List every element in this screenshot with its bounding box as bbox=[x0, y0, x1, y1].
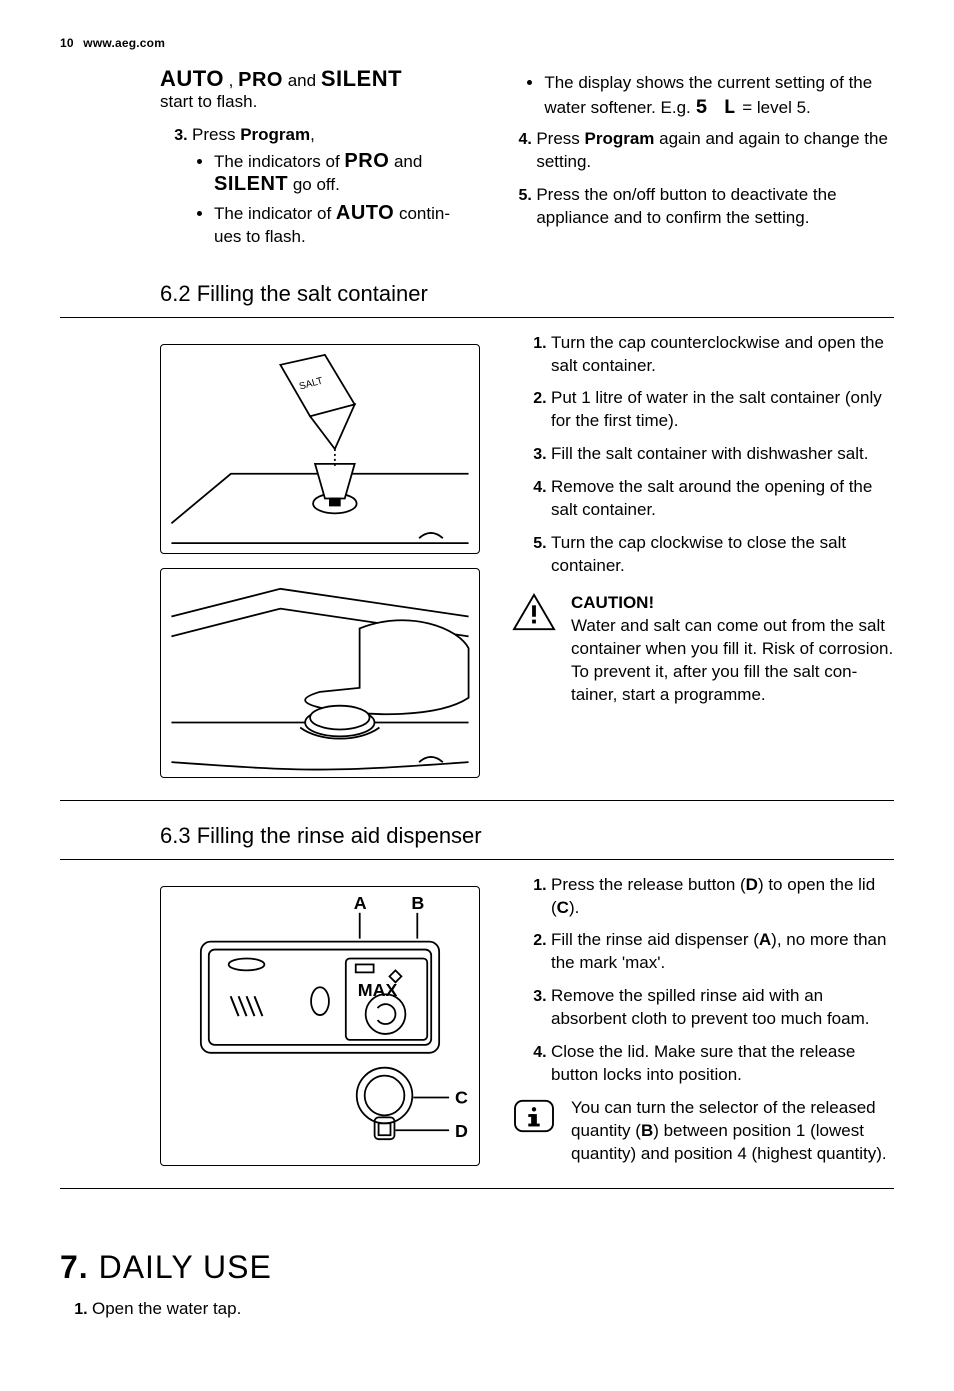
s7-title: 7. DAILY USE bbox=[60, 1249, 894, 1286]
s4b: Program bbox=[585, 129, 655, 148]
s63-end-rule bbox=[60, 1188, 894, 1189]
label-D: D bbox=[455, 1121, 468, 1141]
s62-step5: Turn the cap clockwise to close the salt… bbox=[551, 532, 894, 578]
s7-no: 7. bbox=[60, 1249, 99, 1285]
s62-step2: Put 1 litre of water in the salt con­tai… bbox=[551, 387, 894, 433]
press-program-c: , bbox=[310, 125, 315, 144]
silent-word-2: SILENT bbox=[214, 174, 288, 194]
s62-end-rule bbox=[60, 800, 894, 801]
label-B: B bbox=[411, 892, 424, 912]
top-left-col: AUTO , PRO and SILENT start to flash. Pr… bbox=[60, 68, 462, 259]
s63-2a: Fill the rinse aid dispenser ( bbox=[551, 930, 759, 949]
s62-step4: Remove the salt around the opening of th… bbox=[551, 476, 894, 522]
s7-txt: DAILY USE bbox=[99, 1249, 272, 1285]
s62-columns: SALT bbox=[60, 332, 894, 792]
s63-1e: ). bbox=[569, 898, 579, 917]
svg-text:MAX: MAX bbox=[358, 980, 398, 1000]
info-icon bbox=[511, 1097, 557, 1166]
steps-4-5: Press Program again and again to change … bbox=[496, 128, 894, 230]
caution-head: CAUTION! bbox=[571, 592, 894, 615]
s63-1b: D bbox=[746, 875, 758, 894]
pro-word-2: PRO bbox=[344, 151, 389, 171]
step-4: Press Program again and again to change … bbox=[536, 128, 894, 174]
info-b: B bbox=[641, 1121, 653, 1140]
auto-word-2: AUTO bbox=[336, 203, 394, 223]
running-header: 10 www.aeg.com bbox=[60, 36, 894, 50]
caution-body: CAUTION! Water and salt can come out fro… bbox=[571, 592, 894, 707]
s62-step1: Turn the cap counterclockwise and open t… bbox=[551, 332, 894, 378]
s62-rule bbox=[60, 317, 894, 318]
s63-columns: MAX A B bbox=[60, 874, 894, 1180]
s62-steps: Turn the cap counterclockwise and open t… bbox=[511, 332, 894, 578]
comma: , bbox=[229, 71, 234, 90]
bullet-pro-silent: The indicators of PRO and SILENT go off. bbox=[214, 151, 462, 197]
s62-step3: Fill the salt container with dishwash­er… bbox=[551, 443, 894, 466]
s63-right: Press the release button (D) to open the… bbox=[511, 874, 894, 1180]
silent-word: SILENT bbox=[321, 68, 402, 90]
s63-left: MAX A B bbox=[60, 874, 477, 1180]
step-5: Press the on/off button to deactivate th… bbox=[536, 184, 894, 230]
caution-text: Water and salt can come out from the sal… bbox=[571, 615, 894, 707]
top-right-col: The display shows the current set­ting o… bbox=[496, 68, 894, 259]
label-A: A bbox=[354, 892, 367, 912]
s63-title: 6.3 Filling the rinse aid dispenser bbox=[60, 823, 894, 849]
salt-pour-svg: SALT bbox=[161, 345, 479, 553]
page: 10 www.aeg.com AUTO , PRO and SILENT sta… bbox=[0, 0, 954, 1391]
press-program-list: Press Program, The indicators of PRO and… bbox=[160, 124, 462, 249]
s63-step1: Press the release button (D) to open the… bbox=[551, 874, 894, 920]
s62-right: Turn the cap counterclockwise and open t… bbox=[511, 332, 894, 792]
display-bullet-list: The display shows the current set­ting o… bbox=[496, 72, 894, 122]
salt-close-svg bbox=[161, 569, 479, 777]
s63-step2: Fill the rinse aid dispenser (A), no mor… bbox=[551, 929, 894, 975]
s7-list: Open the water tap. bbox=[60, 1298, 894, 1321]
seg-value: 5 L bbox=[696, 97, 738, 120]
info-block: You can turn the selector of the release… bbox=[511, 1097, 894, 1166]
display-bullet: The display shows the current set­ting o… bbox=[544, 72, 894, 122]
info-text: You can turn the selector of the release… bbox=[571, 1097, 894, 1166]
start-to-flash: start to flash. bbox=[160, 91, 462, 114]
rinse-aid-svg: MAX A B bbox=[161, 887, 479, 1165]
label-C: C bbox=[455, 1087, 468, 1107]
and-word: and bbox=[288, 71, 316, 90]
press-program-bullets: The indicators of PRO and SILENT go off.… bbox=[192, 151, 462, 249]
page-number: 10 bbox=[60, 36, 74, 50]
b2a: The indicator of bbox=[214, 204, 336, 223]
s4a: Press bbox=[536, 129, 584, 148]
s63-1a: Press the release button ( bbox=[551, 875, 746, 894]
s63-1d: C bbox=[557, 898, 569, 917]
b1b: and bbox=[389, 152, 422, 171]
s62-title: 6.2 Filling the salt container bbox=[60, 281, 894, 307]
header-site: www.aeg.com bbox=[83, 36, 165, 50]
caution-block: CAUTION! Water and salt can come out fro… bbox=[511, 592, 894, 707]
bullet-auto: The indicator of AUTO contin­ues to flas… bbox=[214, 203, 462, 249]
disp-b: = level 5. bbox=[738, 98, 811, 117]
press-program-item: Press Program, The indicators of PRO and… bbox=[192, 124, 462, 249]
press-program-a: Press bbox=[192, 125, 240, 144]
s7: 7. DAILY USE Open the water tap. bbox=[60, 1249, 894, 1321]
rinse-aid-illustration: MAX A B bbox=[160, 886, 480, 1166]
s63-2b: A bbox=[759, 930, 771, 949]
s63-rule bbox=[60, 859, 894, 860]
auto-word: AUTO bbox=[160, 68, 224, 90]
top-columns: AUTO , PRO and SILENT start to flash. Pr… bbox=[60, 68, 894, 259]
s7-step1: Open the water tap. bbox=[92, 1298, 894, 1321]
b1c: go off. bbox=[288, 175, 340, 194]
auto-pro-silent-line: AUTO , PRO and SILENT bbox=[160, 68, 462, 93]
s63-step3: Remove the spilled rinse aid with an abs… bbox=[551, 985, 894, 1031]
b1a: The indicators of bbox=[214, 152, 344, 171]
caution-icon bbox=[511, 592, 557, 707]
press-program-b: Program bbox=[240, 125, 310, 144]
s63-steps: Press the release button (D) to open the… bbox=[511, 874, 894, 1088]
salt-close-illustration bbox=[160, 568, 480, 778]
pro-word: PRO bbox=[238, 70, 283, 90]
s63-step4: Close the lid. Make sure that the re­lea… bbox=[551, 1041, 894, 1087]
salt-pour-illustration: SALT bbox=[160, 344, 480, 554]
s62-left: SALT bbox=[60, 332, 477, 792]
